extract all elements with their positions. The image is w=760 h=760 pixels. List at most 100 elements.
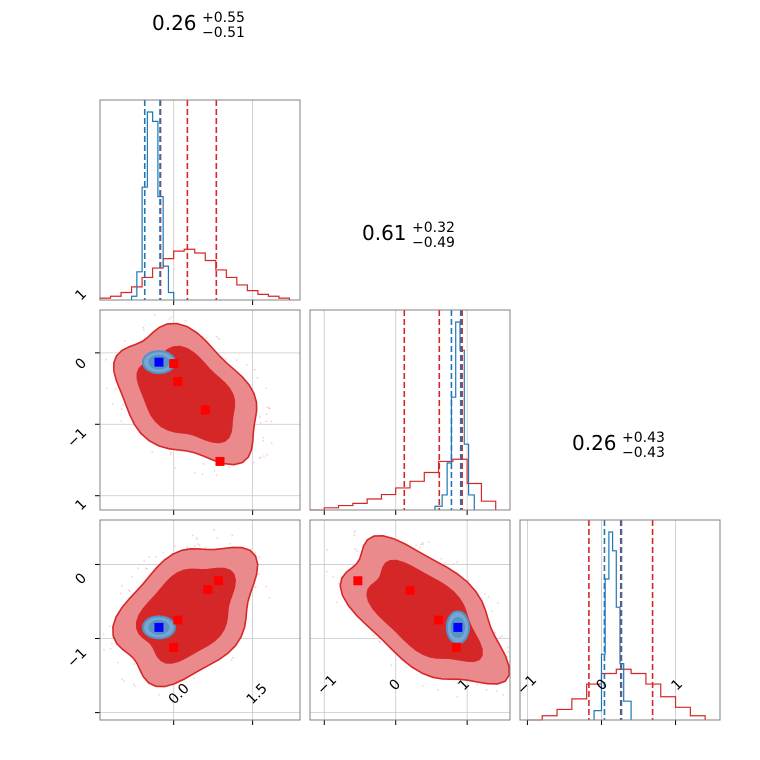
scatter-panel-1-scatter-dot (202, 463, 205, 465)
scatter-panel-3-scatter-dot (332, 576, 335, 578)
scatter-panel-2-scatter-dot (143, 559, 146, 562)
scatter-panel-2-scatter-dot (137, 567, 139, 570)
x-tick-p2-0: −1 (314, 672, 340, 698)
scatter-panel-1-scatter-dot (245, 364, 248, 366)
scatter-panel-3-scatter-dot (495, 690, 498, 693)
scatter-panel-3-scatter-dot (427, 541, 430, 544)
scatter-panel-1-scatter-dot (114, 388, 117, 390)
scatter-panel-3-scatter-dot (326, 549, 329, 551)
scatter-panel-1-scatter-dot (201, 473, 204, 476)
scatter-panel-1-scatter-dot (142, 326, 145, 329)
scatter-panel-1-scatter-dot (259, 421, 262, 424)
scatter-panel-2-scatter-dot (103, 649, 105, 651)
scatter-panel-3-scatter-dot (415, 544, 417, 546)
scatter-panel-2-scatter-dot (109, 647, 112, 650)
scatter-panel-1-frame (99, 309, 301, 511)
scatter-panel-3-scatter-dot (502, 694, 504, 696)
scatter-panel-3-scatter-dot (421, 685, 424, 687)
scatter-panel-1-red-square-3 (215, 456, 225, 466)
scatter-panel-2-scatter-dot (131, 575, 133, 578)
scatter-panel-3-scatter-dot (420, 543, 422, 546)
scatter-panel-1-scatter-dot (153, 314, 156, 316)
scatter-panel-1-scatter-dot (228, 466, 231, 468)
scatter-panel-2 (95, 519, 301, 725)
scatter-panel-3-scatter-dot (456, 561, 458, 563)
hist-panel-3 (519, 519, 721, 725)
hist-panel-3-red-hist (527, 668, 706, 721)
scatter-panel-2-scatter-dot (213, 528, 216, 531)
scatter-panel-1-scatter-dot (193, 471, 196, 474)
scatter-panel-3-scatter-dot (335, 601, 338, 604)
scatter-panel-3-scatter-dot (507, 650, 509, 653)
scatter-panel-1-red-square-2 (200, 405, 210, 415)
scatter-panel-1-scatter-dot (120, 408, 123, 411)
scatter-panel-1-scatter-dot (213, 470, 216, 472)
title-3-plus: +0.43 (622, 430, 665, 446)
hist-panel-2-blue-hist (434, 321, 475, 510)
scatter-panel-1-scatter-dot (258, 457, 261, 459)
scatter-panel-1-scatter-dot (263, 455, 265, 457)
panels (95, 99, 721, 725)
scatter-panel-1-red-square-0 (169, 359, 179, 369)
scatter-panel-1-scatter-dot (256, 376, 259, 379)
scatter-panel-3 (309, 519, 511, 725)
scatter-panel-2-scatter-dot (132, 683, 135, 685)
hist-panel-3-frame (519, 519, 721, 721)
hist-panel-2-red-hist (310, 458, 497, 511)
scatter-panel-1-scatter-dot (265, 420, 268, 423)
scatter-panel-2-scatter-dot (198, 544, 201, 547)
y-tick-p2-2: 1 (72, 286, 90, 304)
scatter-panel-1-scatter-dot (123, 340, 126, 342)
y-tick-p3-0: −1 (64, 645, 90, 671)
scatter-panel-2-scatter-dot (230, 659, 233, 661)
scatter-panel-2-scatter-dot (108, 625, 111, 628)
scatter-panel-1-scatter-dot (235, 359, 238, 361)
scatter-panel-1-scatter-dot (105, 358, 107, 361)
scatter-panel-2-scatter-dot (145, 567, 147, 570)
scatter-panel-3-scatter-dot (485, 688, 488, 691)
title-1: 0.26 +0.55 −0.51 (152, 10, 245, 41)
scatter-panel-1-scatter-dot (266, 453, 269, 456)
hist-panel-2-frame (309, 309, 511, 511)
scatter-panel-2-scatter-dot (191, 534, 194, 537)
scatter-panel-1-scatter-dot (170, 451, 173, 454)
scatter-panel-1-scatter-dot (151, 451, 154, 454)
scatter-panel-3-scatter-dot (421, 542, 424, 544)
title-1-main: 0.26 (152, 11, 197, 35)
scatter-panel-1-scatter-dot (259, 416, 261, 419)
scatter-panel-3-red-square-0 (353, 576, 363, 586)
scatter-panel-3-scatter-dot (501, 635, 504, 638)
scatter-panel-2-scatter-dot (197, 543, 200, 545)
hist-panel-2 (309, 309, 511, 515)
scatter-panel-3-scatter-dot (437, 688, 439, 691)
scatter-panel-2-red-square-2 (173, 615, 183, 625)
scatter-panel-3-scatter-dot (337, 582, 340, 584)
scatter-panel-2-scatter-dot (193, 545, 196, 547)
scatter-panel-2-scatter-dot (231, 534, 234, 536)
scatter-panel-2-scatter-dot (258, 573, 261, 576)
scatter-panel-3-scatter-dot (443, 563, 446, 565)
scatter-panel-2-red-square-3 (169, 642, 179, 652)
scatter-panel-3-scatter-dot (372, 634, 375, 636)
title-3: 0.26 +0.43 −0.43 (572, 430, 665, 461)
scatter-panel-2-scatter-dot (216, 537, 219, 539)
scatter-panel-1-scatter-dot (120, 420, 123, 422)
scatter-panel-3-scatter-dot (494, 631, 496, 634)
scatter-panel-3-scatter-dot (390, 664, 393, 667)
hist-panel-1-blue-hist (130, 111, 175, 300)
scatter-panel-3-blue-square (453, 622, 463, 632)
y-tick-p3-2: 1 (72, 496, 90, 514)
scatter-panel-1-scatter-dot (262, 436, 265, 439)
scatter-panel-1-scatter-dot (218, 337, 220, 340)
x-tick-p3-0: −1 (514, 672, 540, 698)
scatter-panel-2-scatter-dot (251, 547, 254, 550)
scatter-panel-3-scatter-dot (499, 636, 502, 639)
x-tick-p1-1: 1.5 (244, 681, 271, 708)
scatter-panel-1-scatter-dot (142, 328, 145, 331)
scatter-panel-1-scatter-dot (215, 335, 218, 338)
scatter-panel-2-scatter-dot (254, 552, 257, 554)
hist-panel-1-red-hist (99, 248, 291, 300)
scatter-panel-3-red-square-3 (451, 642, 461, 652)
scatter-panel-2-scatter-dot (155, 555, 158, 558)
scatter-panel-2-scatter-dot (265, 585, 267, 588)
